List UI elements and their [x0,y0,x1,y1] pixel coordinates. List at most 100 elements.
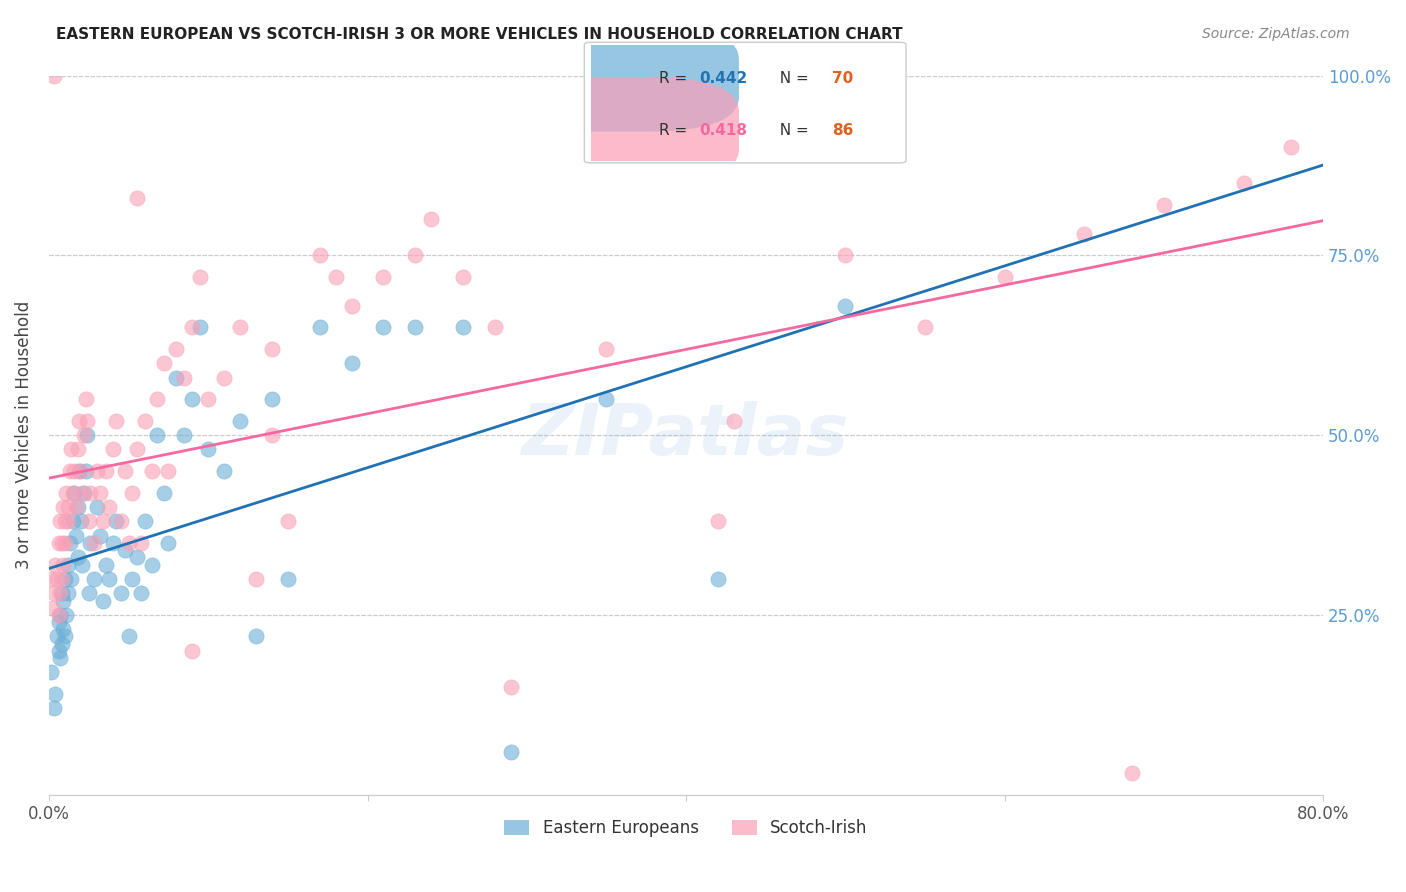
Point [277,515,299,529]
Point [125,442,148,457]
Point [55,485,77,500]
Point [141,464,163,478]
Point [914,320,936,334]
FancyBboxPatch shape [508,25,740,132]
Point [56,586,79,600]
Point [101,442,124,457]
Point [308,248,330,262]
Point [260,342,283,356]
Point [308,320,330,334]
Point [39,665,62,680]
Point [44,558,66,572]
Point [59,464,82,478]
Point [104,414,127,428]
Point [152,485,174,500]
Text: N =: N = [770,123,814,138]
Point [994,269,1017,284]
Text: R =: R = [658,70,692,86]
Point [59,536,82,550]
Point [229,320,252,334]
Point [45,572,67,586]
Point [134,414,156,428]
Text: 0.418: 0.418 [699,123,747,138]
Point [66,550,89,565]
Point [451,320,474,334]
Point [52,558,75,572]
Point [125,550,148,565]
Point [42,701,65,715]
Point [89,485,111,500]
Point [77,515,100,529]
Point [67,414,90,428]
Point [165,342,187,356]
Point [173,428,195,442]
Point [834,248,856,262]
Point [1279,140,1302,154]
Point [91,515,114,529]
Point [117,536,139,550]
Point [707,515,730,529]
Point [63,464,86,478]
Point [373,320,395,334]
Point [114,464,136,478]
Point [181,320,204,334]
Point [69,464,91,478]
Point [277,572,299,586]
Point [325,269,347,284]
Point [73,428,96,442]
Point [55,607,77,622]
Point [91,593,114,607]
Text: 86: 86 [832,123,853,138]
Point [1073,227,1095,241]
Point [51,572,73,586]
Point [79,536,101,550]
Text: 0.442: 0.442 [699,70,747,86]
Point [48,607,70,622]
Point [66,442,89,457]
Point [121,572,143,586]
Point [62,485,84,500]
Point [77,586,100,600]
Point [114,543,136,558]
Point [1121,766,1143,780]
Point [86,500,108,514]
Point [49,515,72,529]
Point [49,586,72,600]
Point [404,248,426,262]
Text: 70: 70 [832,70,853,86]
Text: N =: N = [770,70,814,86]
Point [245,630,267,644]
Point [60,572,83,586]
Point [104,515,127,529]
Point [643,83,665,97]
Point [595,392,617,406]
Point [212,370,235,384]
Point [49,607,72,622]
Point [834,299,856,313]
Point [420,212,443,227]
Point [165,370,187,384]
Point [451,269,474,284]
Point [340,356,363,370]
Point [89,529,111,543]
Point [52,622,75,636]
Point [188,320,211,334]
Point [181,392,204,406]
Point [62,515,84,529]
Point [152,356,174,370]
Point [53,630,76,644]
Point [67,464,90,478]
Point [1232,177,1254,191]
Point [340,299,363,313]
Legend: Eastern Europeans, Scotch-Irish: Eastern Europeans, Scotch-Irish [498,813,875,844]
Point [53,536,76,550]
Point [595,342,617,356]
Point [83,536,105,550]
Point [51,536,73,550]
Point [79,485,101,500]
Point [146,428,169,442]
Point [56,515,79,529]
Text: EASTERN EUROPEAN VS SCOTCH-IRISH 3 OR MORE VEHICLES IN HOUSEHOLD CORRELATION CHA: EASTERN EUROPEAN VS SCOTCH-IRISH 3 OR MO… [56,27,903,42]
Point [76,414,98,428]
Y-axis label: 3 or more Vehicles in Household: 3 or more Vehicles in Household [15,301,32,569]
